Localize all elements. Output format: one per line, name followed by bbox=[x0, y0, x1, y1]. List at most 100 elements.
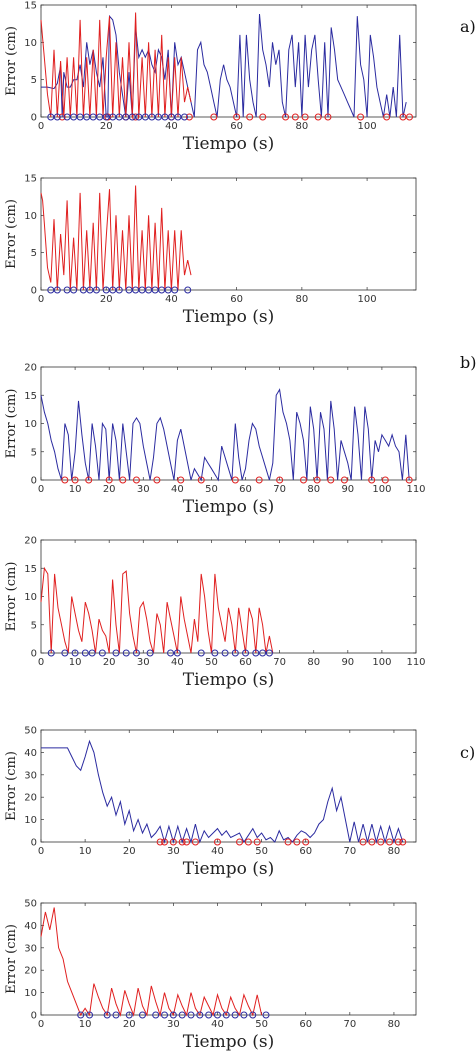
y-tick-label: 0 bbox=[31, 1011, 37, 1022]
plot-frame bbox=[40, 729, 417, 843]
series-line-1 bbox=[40, 388, 410, 482]
marker-point bbox=[167, 649, 175, 657]
marker-point bbox=[253, 838, 261, 846]
y-tick-label: 30 bbox=[24, 770, 37, 781]
marker-point bbox=[58, 113, 66, 121]
y-tick-label: 15 bbox=[24, 391, 37, 402]
series-line-2 bbox=[40, 12, 192, 118]
marker-point bbox=[291, 113, 299, 121]
chart-3: 0 10 20 30 40 50 60 70 80 90 100 110 0 5 10 15 20 Tiempo … bbox=[4, 363, 426, 518]
marker-point bbox=[148, 113, 156, 121]
marker-point bbox=[96, 113, 104, 121]
marker-point bbox=[383, 113, 391, 121]
y-tick-label: 10 bbox=[24, 211, 37, 222]
marker-point bbox=[86, 1011, 94, 1019]
marker-point bbox=[276, 476, 284, 484]
x-tick-label: 60 bbox=[230, 121, 243, 132]
marker-point bbox=[158, 286, 166, 294]
marker-point bbox=[169, 1011, 177, 1019]
marker-point bbox=[183, 838, 191, 846]
marker-point bbox=[53, 286, 61, 294]
marker-point bbox=[128, 113, 136, 121]
marker-point bbox=[340, 476, 348, 484]
marker-point bbox=[102, 113, 110, 121]
marker-point bbox=[221, 649, 229, 657]
marker-point bbox=[122, 113, 130, 121]
marker-point bbox=[125, 1011, 133, 1019]
y-axis-label: Error (cm) bbox=[4, 924, 19, 994]
x-tick-label: 40 bbox=[171, 484, 184, 495]
marker-point bbox=[132, 286, 140, 294]
marker-point bbox=[167, 113, 175, 121]
marker-point bbox=[135, 113, 143, 121]
marker-point bbox=[211, 649, 219, 657]
x-tick-label: 40 bbox=[171, 657, 184, 668]
x-tick-label: 50 bbox=[255, 846, 268, 857]
x-tick-label: 0 bbox=[38, 657, 44, 668]
x-tick-label: 0 bbox=[38, 1019, 44, 1030]
marker-point bbox=[233, 113, 241, 121]
x-tick-label: 50 bbox=[255, 1019, 268, 1030]
y-tick-label: 10 bbox=[24, 419, 37, 430]
marker-point bbox=[184, 286, 192, 294]
x-tick-label: 70 bbox=[273, 484, 286, 495]
marker-point bbox=[70, 286, 78, 294]
marker-point bbox=[98, 649, 106, 657]
x-tick-label: 20 bbox=[100, 294, 113, 305]
x-tick-label: 30 bbox=[137, 484, 150, 495]
marker-point bbox=[177, 476, 185, 484]
marker-point bbox=[405, 113, 413, 121]
marker-point bbox=[132, 649, 140, 657]
x-tick-label: 70 bbox=[343, 846, 356, 857]
chart-4: 0 10 20 30 40 50 60 70 80 90 100 110 0 5 10 15 20 Tiempo … bbox=[4, 536, 426, 691]
marker-point bbox=[153, 476, 161, 484]
marker-point bbox=[77, 1011, 85, 1019]
marker-point bbox=[109, 286, 117, 294]
y-axis-label: Error (cm) bbox=[4, 199, 19, 269]
y-tick-label: 15 bbox=[24, 564, 37, 575]
marker-point bbox=[187, 1011, 195, 1019]
series-line-1 bbox=[40, 566, 274, 654]
marker-point bbox=[240, 1011, 248, 1019]
marker-point bbox=[115, 286, 123, 294]
marker-point bbox=[119, 476, 127, 484]
y-tick-label: 20 bbox=[24, 363, 37, 374]
marker-point bbox=[368, 476, 376, 484]
marker-point bbox=[76, 113, 84, 121]
x-tick-label: 30 bbox=[167, 1019, 180, 1030]
marker-point bbox=[81, 649, 89, 657]
marker-point bbox=[359, 838, 367, 846]
marker-point bbox=[262, 1011, 270, 1019]
x-axis-label: Tiempo (s) bbox=[183, 859, 274, 879]
marker-point bbox=[141, 113, 149, 121]
marker-point bbox=[244, 838, 252, 846]
x-tick-label: 80 bbox=[296, 294, 309, 305]
marker-point bbox=[197, 649, 205, 657]
x-tick-label: 0 bbox=[38, 484, 44, 495]
marker-point bbox=[103, 1011, 111, 1019]
y-tick-label: 30 bbox=[24, 943, 37, 954]
marker-point bbox=[386, 838, 394, 846]
x-tick-label: 80 bbox=[296, 121, 309, 132]
marker-point bbox=[180, 113, 188, 121]
marker-point bbox=[89, 113, 97, 121]
marker-point bbox=[399, 113, 407, 121]
x-tick-label: 0 bbox=[38, 121, 44, 132]
x-tick-label: 60 bbox=[239, 484, 252, 495]
x-tick-label: 90 bbox=[341, 484, 354, 495]
marker-point bbox=[71, 649, 79, 657]
x-tick-label: 20 bbox=[103, 484, 116, 495]
marker-point bbox=[112, 649, 120, 657]
panel-label-b: b) bbox=[460, 353, 476, 372]
x-tick-label: 20 bbox=[100, 121, 113, 132]
marker-point bbox=[246, 113, 254, 121]
marker-point bbox=[231, 1011, 239, 1019]
chart-6: 0 10 20 30 40 50 60 70 80 0 10 20 30 40 50 Tiempo (s) Er… bbox=[4, 899, 417, 1052]
marker-point bbox=[171, 286, 179, 294]
marker-point bbox=[109, 113, 117, 121]
x-axis-label: Tiempo (s) bbox=[183, 134, 274, 154]
marker-point bbox=[213, 838, 221, 846]
marker-point bbox=[122, 649, 130, 657]
marker-point bbox=[71, 476, 79, 484]
